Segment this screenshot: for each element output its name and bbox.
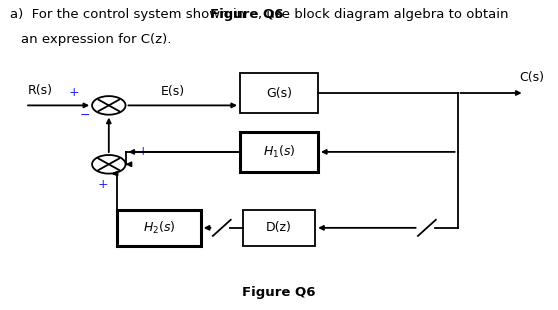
Bar bbox=[243, 210, 315, 246]
Text: R(s): R(s) bbox=[28, 84, 53, 97]
Text: G(s): G(s) bbox=[266, 86, 292, 100]
Text: D(z): D(z) bbox=[266, 221, 292, 234]
Text: +: + bbox=[98, 178, 109, 191]
Text: C(s): C(s) bbox=[519, 71, 544, 84]
Text: $H_1(s)$: $H_1(s)$ bbox=[263, 144, 295, 160]
Bar bbox=[240, 73, 318, 113]
Bar bbox=[117, 210, 201, 246]
Text: Figure Q6: Figure Q6 bbox=[210, 8, 283, 21]
Text: +: + bbox=[138, 145, 148, 158]
Circle shape bbox=[92, 96, 126, 115]
Text: −: − bbox=[80, 109, 90, 122]
Text: an expression for C(z).: an expression for C(z). bbox=[21, 33, 171, 46]
Bar bbox=[240, 132, 318, 172]
Text: +: + bbox=[69, 86, 80, 99]
Text: , use block diagram algebra to obtain: , use block diagram algebra to obtain bbox=[258, 8, 508, 21]
Text: Figure Q6: Figure Q6 bbox=[242, 286, 316, 299]
Text: $H_2(s)$: $H_2(s)$ bbox=[143, 220, 175, 236]
Text: E(s): E(s) bbox=[161, 85, 185, 98]
Circle shape bbox=[92, 155, 126, 174]
Text: a)  For the control system shown in: a) For the control system shown in bbox=[10, 8, 249, 21]
